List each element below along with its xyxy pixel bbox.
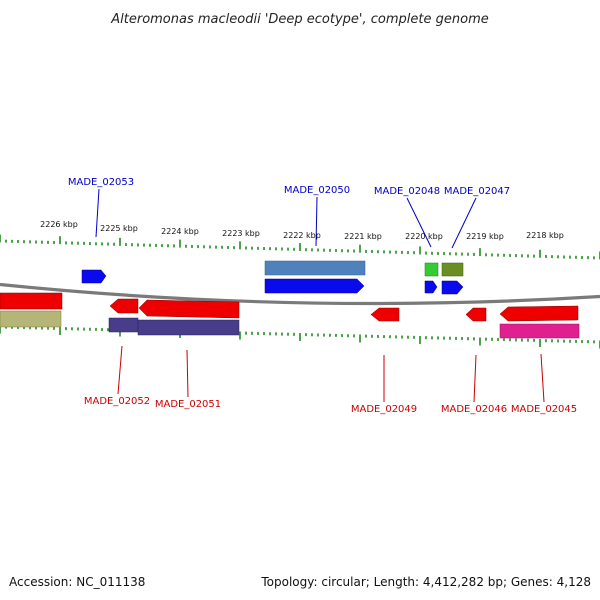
upper-tick-track bbox=[0, 234, 600, 260]
gene-made-02049-arrow[interactable] bbox=[370, 307, 400, 322]
gene-made-02051-block[interactable] bbox=[137, 319, 240, 336]
genome-title: Alteromonas macleodii 'Deep ecotype', co… bbox=[110, 12, 488, 27]
gene-made-02050-arrow[interactable] bbox=[264, 278, 365, 294]
gene-made-02052-arrow[interactable] bbox=[109, 298, 139, 314]
scale-label: 2223 kbp bbox=[222, 229, 260, 238]
scale-label: 2224 kbp bbox=[161, 227, 199, 236]
gene-made-02054-arrow[interactable] bbox=[0, 292, 63, 310]
gene-label[interactable]: MADE_02046 bbox=[441, 404, 507, 415]
leader-line bbox=[117, 345, 123, 395]
gene-made-02050-block[interactable] bbox=[264, 260, 366, 276]
scale-label: 2222 kbp bbox=[283, 231, 321, 240]
gene-made-02053-arrow[interactable] bbox=[81, 269, 107, 284]
leader-line bbox=[315, 196, 318, 247]
gene-labels: MADE_02053 MADE_02050 MADE_02048 MADE_02… bbox=[68, 177, 577, 415]
gene-made-02048-block[interactable] bbox=[424, 262, 439, 277]
gene-label[interactable]: MADE_02045 bbox=[511, 404, 577, 415]
leader-line bbox=[95, 188, 100, 238]
lower-label-leaders bbox=[117, 345, 545, 403]
leader-line bbox=[451, 197, 477, 249]
lower-features bbox=[0, 292, 580, 339]
genome-backbone bbox=[0, 282, 600, 306]
gene-made-02047-block[interactable] bbox=[441, 262, 464, 277]
gene-made-02052-block[interactable] bbox=[108, 317, 139, 333]
scale-label: 2226 kbp bbox=[40, 220, 78, 229]
gene-label[interactable]: MADE_02047 bbox=[444, 186, 510, 197]
leader-line bbox=[406, 197, 432, 248]
scale-labels: 2226 kbp 2225 kbp 2224 kbp 2223 kbp 2222… bbox=[40, 220, 564, 241]
gene-label[interactable]: MADE_02051 bbox=[155, 399, 221, 410]
gene-made-02046-arrow[interactable] bbox=[465, 307, 487, 322]
scale-label: 2221 kbp bbox=[344, 232, 382, 241]
scale-label: 2220 kbp bbox=[405, 232, 443, 241]
gene-made-02045-arrow[interactable] bbox=[499, 305, 579, 322]
gene-label[interactable]: MADE_02048 bbox=[374, 186, 440, 197]
gene-label[interactable]: MADE_02053 bbox=[68, 177, 134, 188]
gene-label[interactable]: MADE_02052 bbox=[84, 396, 150, 407]
gene-made-02048-arrow[interactable] bbox=[424, 280, 438, 294]
gene-made-02045-block[interactable] bbox=[499, 323, 580, 339]
leader-line bbox=[540, 353, 545, 403]
leader-line bbox=[186, 349, 189, 398]
scale-label: 2225 kbp bbox=[100, 224, 138, 233]
upper-label-leaders bbox=[95, 188, 477, 249]
gene-made-02051-arrow[interactable] bbox=[138, 299, 240, 319]
accession-text: Accession: NC_011138 bbox=[9, 575, 145, 589]
leader-line bbox=[473, 354, 477, 403]
gene-made-02054-block[interactable] bbox=[0, 310, 62, 328]
scale-label: 2219 kbp bbox=[466, 232, 504, 241]
gene-label[interactable]: MADE_02049 bbox=[351, 404, 417, 415]
upper-features bbox=[81, 260, 464, 295]
gene-label[interactable]: MADE_02050 bbox=[284, 185, 350, 196]
scale-label: 2218 kbp bbox=[526, 231, 564, 240]
gene-made-02047-arrow[interactable] bbox=[441, 280, 464, 295]
topology-text: Topology: circular; Length: 4,412,282 bp… bbox=[260, 575, 591, 589]
